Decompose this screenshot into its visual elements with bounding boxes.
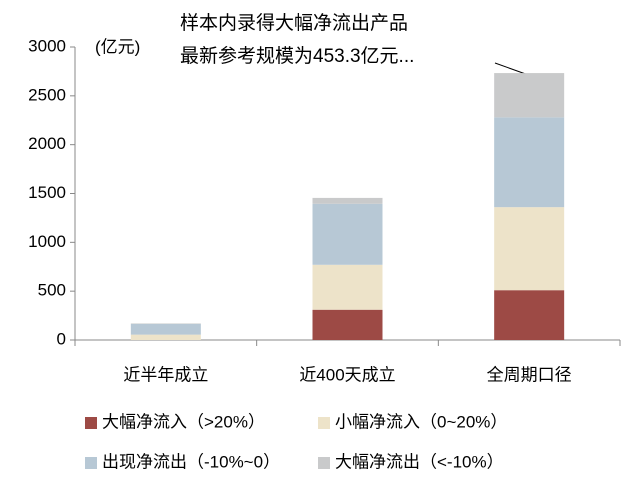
y-tick-label: 0 bbox=[57, 329, 66, 348]
legend-label: 大幅净流出（<-10%） bbox=[335, 452, 504, 471]
legend-label: 小幅净流入（0~20%） bbox=[335, 412, 507, 431]
y-tick-label: 1000 bbox=[28, 232, 66, 251]
annotation: 最新参考规模为453.3亿元... bbox=[180, 45, 414, 67]
y-tick-label: 2500 bbox=[28, 85, 66, 104]
bar-segment bbox=[494, 117, 565, 208]
bar-segment bbox=[312, 309, 383, 340]
x-tick-label: 全周期口径 bbox=[487, 365, 572, 384]
y-tick-label: 3000 bbox=[28, 36, 66, 55]
bar-segment bbox=[312, 264, 383, 310]
y-tick-label: 500 bbox=[38, 281, 66, 300]
bar-segment bbox=[494, 207, 565, 291]
x-tick-label: 近半年成立 bbox=[123, 365, 208, 384]
legend-swatch bbox=[318, 457, 330, 469]
annotation: 样本内录得大幅净流出产品 bbox=[180, 12, 408, 34]
legend-swatch bbox=[318, 417, 330, 429]
bar-segment bbox=[130, 323, 201, 335]
legend-label: 大幅净流入（>20%） bbox=[102, 412, 265, 431]
x-tick-label: 近400天成立 bbox=[299, 365, 395, 384]
legend-swatch bbox=[85, 457, 97, 469]
legend-swatch bbox=[85, 417, 97, 429]
bar-segment bbox=[312, 203, 383, 265]
bar-segment bbox=[312, 197, 383, 204]
bar-segment bbox=[494, 73, 565, 118]
legend-label: 出现净流出（-10%~0） bbox=[102, 452, 280, 471]
y-tick-label: 1500 bbox=[28, 183, 66, 202]
bar-segment bbox=[130, 334, 201, 340]
y-axis-label: (亿元) bbox=[95, 37, 140, 56]
y-tick-label: 2000 bbox=[28, 134, 66, 153]
bar-segment bbox=[494, 290, 565, 340]
